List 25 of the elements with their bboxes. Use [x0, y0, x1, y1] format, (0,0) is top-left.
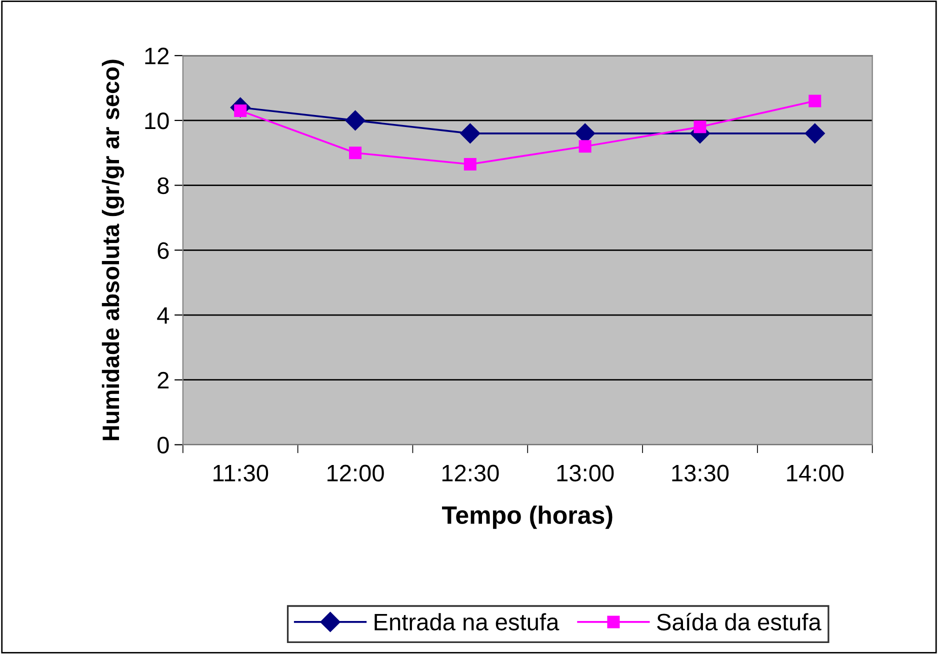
y-tick-label: 0: [158, 436, 169, 454]
point: [808, 94, 822, 108]
y-tick-label: 8: [158, 177, 169, 194]
x-tick-label: 13:30: [672, 464, 729, 482]
x-tick-label: 12:30: [442, 464, 499, 482]
x-tick-label: 11:30: [213, 464, 268, 482]
y-tick-label: 10: [145, 112, 169, 130]
point: [345, 110, 366, 130]
x-tick-label: 14:00: [787, 464, 844, 482]
point: [464, 158, 476, 170]
point: [694, 120, 706, 134]
point: [804, 123, 825, 144]
legend-label: Saída da estufa: [657, 612, 822, 630]
y-tick-label: 12: [145, 48, 169, 64]
point: [578, 140, 592, 153]
x-tick-label: 12:00: [328, 464, 384, 482]
legend-label: Entrada na estufa: [374, 613, 560, 630]
x-axis-title: Tempo (horas): [442, 506, 612, 529]
point: [460, 123, 480, 144]
y-tick-label: 2: [158, 372, 169, 388]
y-tick-label: 6: [158, 242, 169, 259]
y-axis-title: Humidade absoluta (gr/gr ar seco): [102, 60, 124, 440]
point: [349, 146, 362, 160]
x-tick-label: 13:00: [557, 464, 614, 482]
y-tick-label: 4: [157, 307, 170, 324]
